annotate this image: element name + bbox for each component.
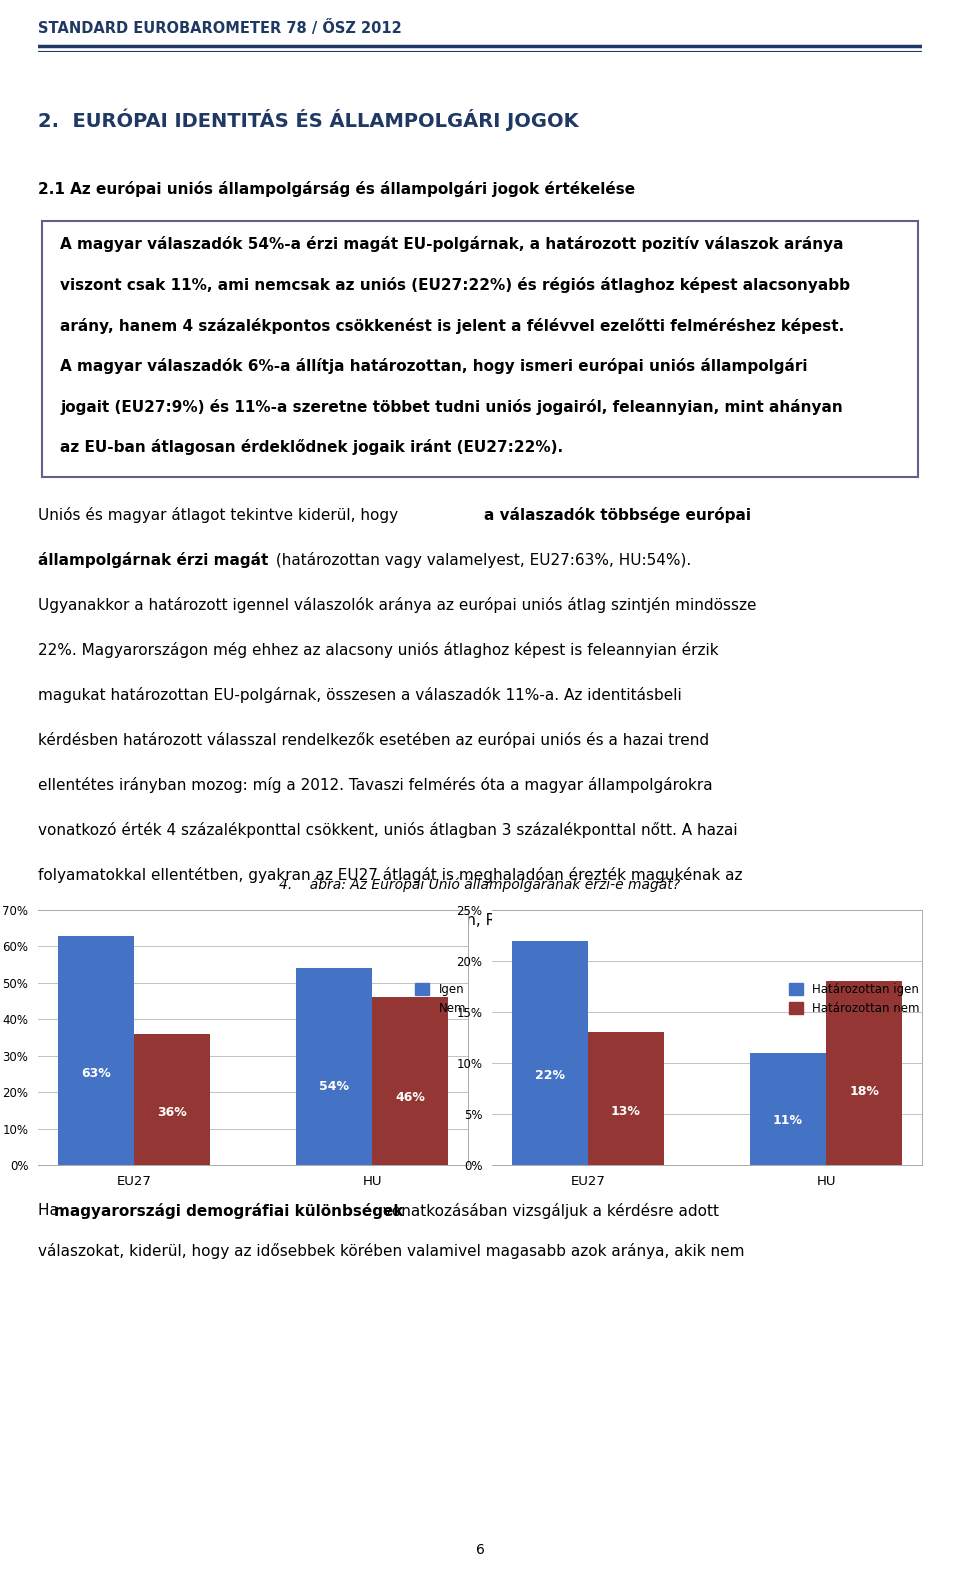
Text: kérdésben határozott válasszal rendelkezők esetében az európai uniós és a hazai : kérdésben határozott válasszal rendelkez… xyxy=(38,732,709,747)
Text: 36%: 36% xyxy=(157,1105,187,1120)
Legend: Igen, Nem: Igen, Nem xyxy=(410,979,470,1020)
Text: 11%: 11% xyxy=(773,1113,804,1126)
Bar xyxy=(750,1053,827,1165)
Bar xyxy=(372,997,448,1165)
FancyBboxPatch shape xyxy=(42,221,918,478)
Text: jogait (EU27:9%) és 11%-a szeretne többet tudni uniós jogairól, feleannyian, min: jogait (EU27:9%) és 11%-a szeretne többe… xyxy=(60,399,843,415)
Text: 22%. Magyarországon még ehhez az alacsony uniós átlaghoz képest is feleannyian é: 22%. Magyarországon még ehhez az alacson… xyxy=(38,642,719,658)
Text: 4.    ábra: Az Európai Unió állampolgárának érzi-e magát?: 4. ábra: Az Európai Unió állampolgárának… xyxy=(279,878,681,893)
Text: 46%: 46% xyxy=(396,1091,425,1104)
Text: A magyar válaszadók 6%-a állítja határozottan, hogy ismeri európai uniós állampo: A magyar válaszadók 6%-a állítja határoz… xyxy=(60,358,807,374)
Text: (határozottan vagy valamelyest, EU27:63%, HU:54%).: (határozottan vagy valamelyest, EU27:63%… xyxy=(272,552,691,568)
Text: Ha: Ha xyxy=(38,1203,63,1217)
Text: állampolgárnak érzi magát: állampolgárnak érzi magát xyxy=(38,552,269,568)
Text: 18%: 18% xyxy=(850,1085,879,1098)
Text: Ugyanakkor a határozott igennel válaszolók aránya az európai uniós átlag szintjé: Ugyanakkor a határozott igennel válaszol… xyxy=(38,598,756,613)
Text: viszont csak 11%, ami nemcsak az uniós (EU27:22%) és régiós átlaghoz képest alac: viszont csak 11%, ami nemcsak az uniós (… xyxy=(60,278,851,293)
Bar xyxy=(588,1033,664,1165)
Bar xyxy=(58,935,133,1165)
Bar xyxy=(296,968,372,1165)
Text: vonatkozásában vizsgáljuk a kérdésre adott: vonatkozásában vizsgáljuk a kérdésre ado… xyxy=(378,1203,719,1219)
Text: 63%: 63% xyxy=(81,1066,110,1080)
Text: ellentétes irányban mozog: míg a 2012. Tavaszi felmérés óta a magyar állampolgár: ellentétes irányban mozog: míg a 2012. T… xyxy=(38,777,712,793)
Text: 2.1 Az európai uniós állampolgárság és állampolgári jogok értékelése: 2.1 Az európai uniós állampolgárság és á… xyxy=(38,181,636,197)
Bar xyxy=(827,981,902,1165)
Text: 6: 6 xyxy=(475,1542,485,1556)
Text: európai uniós állampolgárságot a régió többi országában, Romániát kivéve (10%) (: európai uniós állampolgárságot a régió t… xyxy=(38,912,736,929)
Text: 22%: 22% xyxy=(535,1069,564,1082)
Text: magyarországi demográfiai különbségek: magyarországi demográfiai különbségek xyxy=(54,1203,403,1219)
Text: magukat határozottan EU-polgárnak, összesen a válaszadók 11%-a. Az identitásbeli: magukat határozottan EU-polgárnak, össze… xyxy=(38,688,682,703)
Text: arány, hanem 4 százalékpontos csökkenést is jelent a félévvel ezelőtti felmérésh: arány, hanem 4 százalékpontos csökkenést… xyxy=(60,317,845,334)
Bar xyxy=(512,940,588,1165)
Text: 13%: 13% xyxy=(611,1105,641,1118)
Text: folyamatokkal ellentétben, gyakran az EU27 átlagát is meghaladóan érezték maguké: folyamatokkal ellentétben, gyakran az EU… xyxy=(38,867,742,883)
Text: válaszokat, kiderül, hogy az idősebbek körében valamivel magasabb azok aránya, a: válaszokat, kiderül, hogy az idősebbek k… xyxy=(38,1243,745,1258)
Text: vonatkozó érték 4 százalékponttal csökkent, uniós átlagban 3 százalékponttal nőt: vonatkozó érték 4 százalékponttal csökke… xyxy=(38,822,737,839)
Text: STANDARD EUROBAROMETER 78 / ŐSZ 2012: STANDARD EUROBAROMETER 78 / ŐSZ 2012 xyxy=(38,21,401,36)
Text: 2.  EURÓPAI IDENTITÁS ÉS ÁLLAMPOLGÁRI JOGOK: 2. EURÓPAI IDENTITÁS ÉS ÁLLAMPOLGÁRI JOG… xyxy=(38,109,579,131)
Text: a válaszadók többsége európai: a válaszadók többsége európai xyxy=(485,508,752,524)
Text: A magyar válaszadók 54%-a érzi magát EU-polgárnak, a határozott pozitív válaszok: A magyar válaszadók 54%-a érzi magát EU-… xyxy=(60,237,844,252)
Text: 54%: 54% xyxy=(319,1080,349,1093)
Bar xyxy=(133,1035,210,1165)
Text: Uniós és magyar átlagot tekintve kiderül, hogy: Uniós és magyar átlagot tekintve kiderül… xyxy=(38,508,403,524)
Text: az EU-ban átlagosan érdeklődnek jogaik iránt (EU27:22%).: az EU-ban átlagosan érdeklődnek jogaik i… xyxy=(60,440,564,456)
Text: SI:25%, SK:27%, AT: 13%).: SI:25%, SK:27%, AT: 13%). xyxy=(38,957,241,971)
Legend: Határozottan igen, Határozottan nem: Határozottan igen, Határozottan nem xyxy=(784,979,924,1020)
